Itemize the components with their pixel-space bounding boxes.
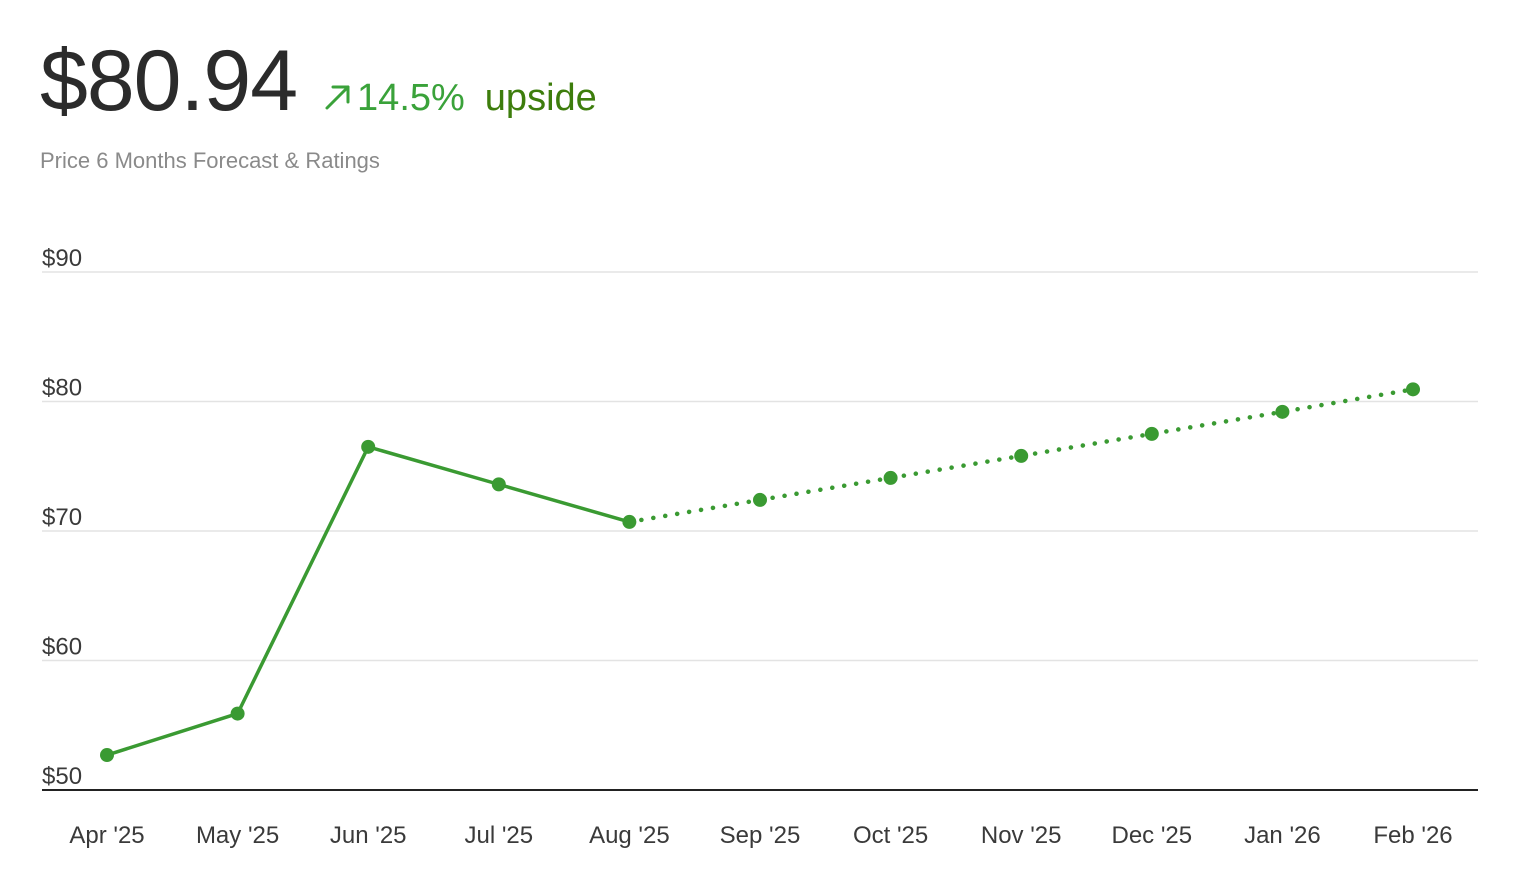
- x-tick-label: May '25: [196, 822, 279, 849]
- data-point: [361, 439, 376, 454]
- current-forecast-price: $80.94: [40, 33, 298, 129]
- x-tick-label: Oct '25: [853, 822, 928, 849]
- data-point: [100, 748, 114, 763]
- data-point: [883, 470, 898, 485]
- x-tick-label: Aug '25: [589, 822, 670, 849]
- x-tick-label: Sep '25: [720, 822, 801, 849]
- y-tick-label: $90: [42, 245, 82, 272]
- x-tick-label: Feb '26: [1373, 822, 1452, 849]
- upside-label: upside: [484, 77, 597, 119]
- historical-series-line: [105, 445, 632, 757]
- x-tick-label: Apr '25: [69, 822, 144, 849]
- y-tick-label: $60: [42, 634, 82, 661]
- data-point: [1144, 426, 1159, 441]
- forecast-header: $80.94 14.5% upside Price 6 Months Forec…: [40, 38, 1440, 174]
- y-tick-label: $80: [42, 375, 82, 402]
- x-tick-label: Nov '25: [981, 822, 1062, 849]
- page-subtitle: Price 6 Months Forecast & Ratings: [40, 148, 380, 173]
- x-tick-label: Jun '25: [330, 822, 407, 849]
- price-row: $80.94 14.5% upside: [40, 38, 1440, 124]
- x-tick-label: Jan '26: [1244, 822, 1321, 849]
- data-point: [753, 492, 767, 507]
- arrow-up-right-icon: [325, 85, 350, 110]
- y-tick-label: $50: [42, 763, 82, 790]
- data-point: [230, 706, 245, 721]
- data-point: [1014, 448, 1029, 463]
- change-percent: 14.5%: [357, 77, 465, 119]
- data-point: [1406, 382, 1420, 397]
- x-tick-label: Dec '25: [1111, 822, 1192, 849]
- change-indicator: 14.5%: [323, 77, 465, 120]
- data-point: [622, 514, 637, 529]
- data-point: [1275, 404, 1290, 419]
- y-tick-label: $70: [42, 504, 82, 531]
- data-point: [491, 477, 506, 492]
- x-tick-label: Jul '25: [464, 822, 533, 849]
